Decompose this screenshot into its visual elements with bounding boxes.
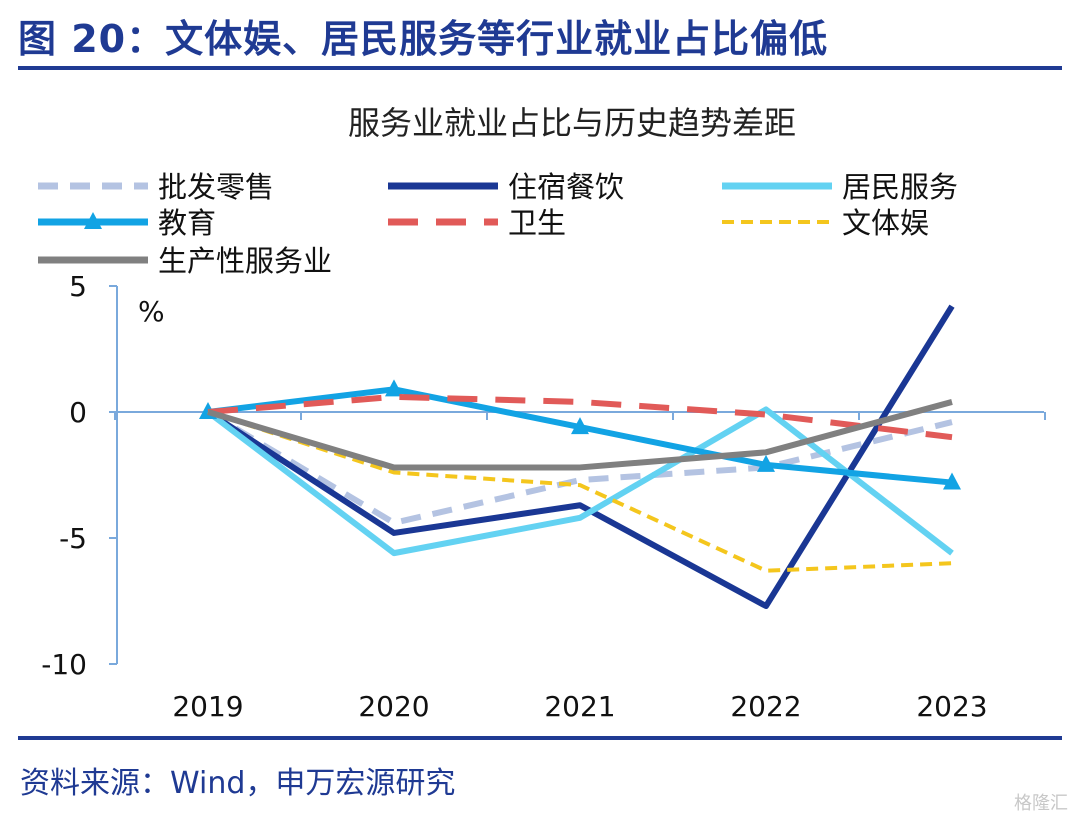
legend-label-文体娱: 文体娱 (842, 206, 929, 240)
y-tick-label: -5 (59, 522, 87, 555)
x-tick-label: 2022 (730, 690, 801, 723)
x-tick-label: 2021 (544, 690, 615, 723)
x-tick-label: 2023 (916, 690, 987, 723)
legend-label-批发零售: 批发零售 (158, 170, 274, 204)
series-point-教育 (757, 454, 775, 472)
y-tick-label: 0 (69, 396, 87, 429)
legend-label-生产性服务业: 生产性服务业 (158, 244, 332, 278)
top-rule (18, 66, 1062, 70)
watermark-text: 格隆汇 (1014, 793, 1068, 814)
series-point-教育 (943, 472, 961, 490)
y-tick-label: -10 (41, 648, 87, 681)
y-unit-label: % (138, 295, 165, 328)
axes: 5 0 -5 -10 2019 2020 2021 2022 2023 % (41, 270, 1046, 723)
x-tick-label: 2020 (358, 690, 429, 723)
chart-title: 服务业就业占比与历史趋势差距 (348, 104, 796, 142)
series-point-教育 (385, 379, 403, 397)
legend-label-住宿餐饮: 住宿餐饮 (508, 170, 624, 204)
series-line-文体娱 (207, 410, 953, 573)
y-ticks: 5 0 -5 -10 (41, 270, 117, 681)
x-ticks: 2019 2020 2021 2022 2023 (114, 412, 1046, 723)
source-note: 资料来源：Wind，申万宏源研究 (20, 766, 456, 801)
x-tick-label: 2019 (172, 690, 243, 723)
series-line-批发零售 (206, 409, 953, 526)
legend-marker-教育 (84, 212, 102, 229)
series-line-生产性服务业 (207, 399, 953, 471)
legend-label-教育: 教育 (158, 206, 216, 240)
series-point-教育 (571, 417, 589, 435)
series-line-居民服务 (206, 406, 954, 557)
series-layer (199, 304, 961, 610)
y-tick-label: 5 (69, 270, 87, 303)
figure-title: 图 20：文体娱、居民服务等行业就业占比偏低 (18, 17, 829, 61)
legend-label-居民服务: 居民服务 (842, 170, 958, 204)
series-line-住宿餐饮 (206, 304, 955, 610)
legend-label-卫生: 卫生 (508, 206, 566, 240)
bottom-rule (18, 736, 1062, 740)
series-line-卫生 (207, 393, 953, 441)
